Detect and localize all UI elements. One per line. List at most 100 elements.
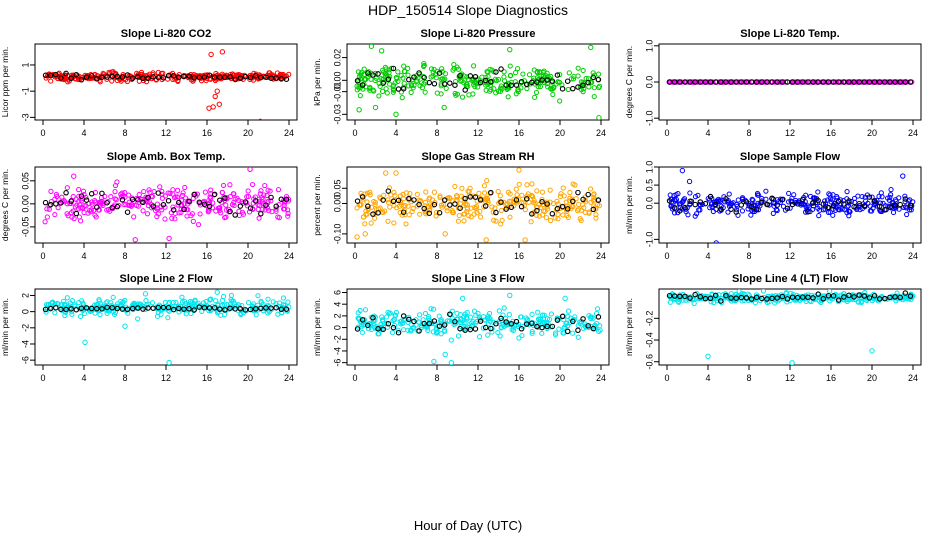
series-point (78, 313, 84, 319)
series-point (379, 314, 385, 320)
mean-point (452, 82, 458, 88)
series-point (280, 295, 287, 301)
series-point (173, 299, 179, 306)
series-point (735, 197, 741, 203)
mean-point (815, 79, 821, 85)
mean-point (467, 326, 474, 333)
x-tick-label: 24 (596, 251, 606, 261)
series-point (215, 301, 221, 307)
series-point (499, 217, 505, 223)
series-point (515, 86, 521, 92)
series-point (830, 212, 836, 218)
mean-point (702, 79, 709, 85)
series-point (398, 321, 404, 327)
series-point (89, 201, 95, 207)
mean-point (421, 205, 427, 212)
series-point (827, 192, 833, 198)
series-point (380, 69, 387, 75)
series-point (539, 312, 546, 318)
mean-point (395, 86, 402, 92)
mean-point (365, 322, 371, 329)
series-point (529, 330, 535, 336)
series-point (44, 214, 50, 220)
mean-point (431, 318, 438, 324)
series-point (507, 214, 513, 220)
mean-point (759, 79, 765, 85)
mean-point (539, 198, 545, 205)
mean-point (268, 75, 274, 81)
series-point (869, 79, 875, 85)
mean-point (774, 295, 780, 301)
series-point (219, 302, 225, 309)
series-point (372, 201, 378, 208)
series-point (555, 79, 561, 85)
mean-point (753, 206, 760, 213)
series-point (729, 201, 735, 207)
mean-point (488, 189, 494, 196)
mean-point (887, 79, 893, 85)
series-point (393, 309, 400, 316)
mean-point (400, 209, 407, 215)
series-point (785, 294, 791, 300)
mean-point (431, 201, 438, 208)
mean-point (88, 305, 95, 312)
series-point (570, 76, 577, 82)
mean-point (385, 188, 392, 194)
mean-point (211, 305, 218, 311)
series-point (501, 74, 507, 80)
series-point (444, 205, 450, 211)
series-point (454, 64, 460, 70)
series-point (486, 310, 493, 317)
mean-point (835, 297, 842, 303)
mean-point (570, 198, 576, 205)
series-point (534, 188, 540, 194)
mean-point (242, 73, 249, 80)
series-point (421, 61, 427, 67)
series-point (691, 300, 697, 306)
mean-point (124, 209, 131, 215)
mean-point (876, 203, 883, 210)
series-point (754, 192, 761, 198)
series-point (726, 79, 732, 85)
series-point (583, 75, 589, 82)
mean-point (124, 72, 131, 78)
y-tick-label: 1.0 (644, 40, 654, 53)
series-point (76, 187, 82, 193)
series-point (149, 300, 156, 306)
series-point (862, 289, 868, 296)
mean-point (846, 198, 852, 204)
series-point (221, 194, 227, 200)
series-point (155, 211, 161, 217)
series-point (481, 183, 488, 189)
series-point (394, 205, 400, 211)
mean-point (227, 74, 233, 80)
outlier-point (442, 351, 448, 358)
series-point (189, 211, 195, 217)
mean-point (697, 79, 704, 85)
series-point (449, 207, 455, 214)
mean-point (697, 199, 704, 205)
x-tick-label: 16 (202, 251, 212, 261)
series-point (377, 83, 383, 89)
series-point (401, 80, 407, 86)
series-point (48, 78, 54, 84)
series-point (184, 213, 190, 219)
x-tick-label: 12 (785, 373, 795, 383)
series-point (179, 192, 186, 199)
mean-point (99, 74, 105, 80)
series-point (120, 299, 126, 305)
series-point (501, 69, 507, 75)
mean-point (882, 207, 888, 213)
series-point (265, 296, 271, 302)
mean-point (273, 304, 279, 311)
mean-point (94, 204, 100, 210)
y-axis-label: ml/min per min. (624, 298, 634, 356)
series-point (538, 204, 544, 211)
series-point (389, 329, 396, 336)
mean-point (482, 324, 489, 331)
mean-point (580, 196, 586, 203)
series-point (97, 312, 103, 318)
series-point (770, 210, 776, 216)
series-point (68, 309, 75, 315)
mean-point (554, 317, 561, 323)
